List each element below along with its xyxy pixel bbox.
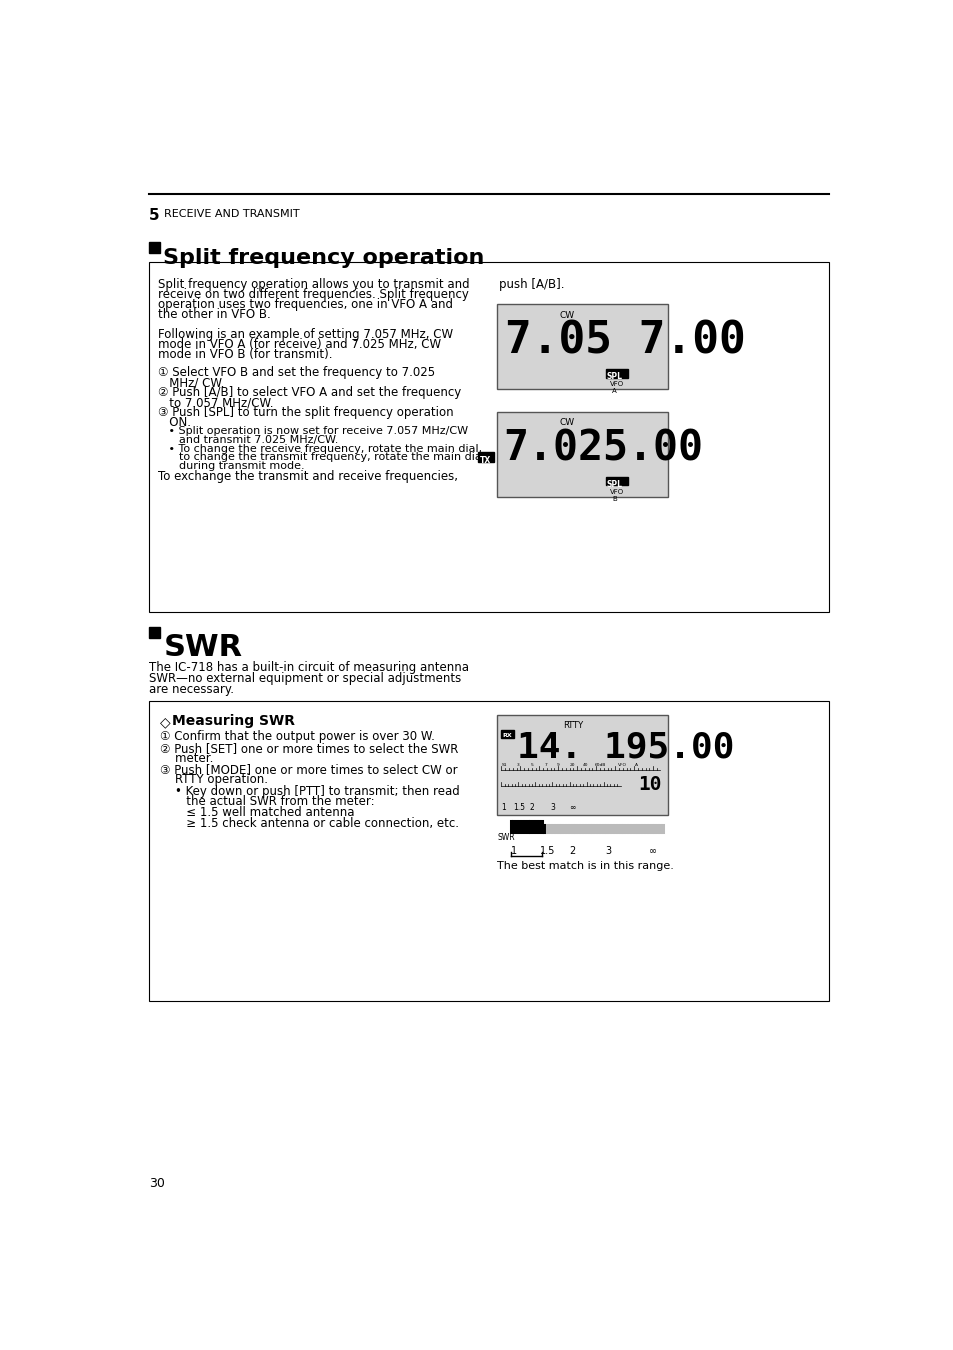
FancyBboxPatch shape [149,628,159,637]
Text: Split frequency operation: Split frequency operation [163,248,484,269]
Text: 1: 1 [510,845,517,856]
Text: and transmit 7.025 MHz/CW.: and transmit 7.025 MHz/CW. [158,435,338,444]
FancyBboxPatch shape [497,412,667,497]
Text: 5: 5 [530,763,533,767]
FancyBboxPatch shape [605,369,627,378]
FancyBboxPatch shape [497,716,667,815]
Text: 7.025.00: 7.025.00 [503,428,703,470]
Text: the other in VFO B.: the other in VFO B. [158,308,271,320]
Text: to 7.057 MHz/CW.: to 7.057 MHz/CW. [158,396,274,409]
Text: 14. 195.00: 14. 195.00 [517,730,734,764]
FancyBboxPatch shape [149,701,828,1002]
FancyBboxPatch shape [497,305,667,389]
Text: • Key down or push [PTT] to transmit; then read: • Key down or push [PTT] to transmit; th… [159,784,458,798]
Text: VFO: VFO [609,382,623,387]
Text: S1: S1 [500,763,506,767]
Text: VFO: VFO [609,489,623,495]
Text: ② Push [SET] one or more times to select the SWR: ② Push [SET] one or more times to select… [159,741,457,755]
FancyBboxPatch shape [605,477,627,486]
Text: 3: 3 [604,845,611,856]
Text: 1.5: 1.5 [513,803,524,813]
Text: SPL: SPL [606,481,622,489]
Text: 60dB: 60dB [594,763,605,767]
Text: 1.5: 1.5 [539,845,555,856]
Text: Split frequency operation allows you to transmit and: Split frequency operation allows you to … [158,278,469,290]
Text: ③ Push [SPL] to turn the split frequency operation: ③ Push [SPL] to turn the split frequency… [158,406,453,418]
Text: ≤ 1.5 well matched antenna: ≤ 1.5 well matched antenna [159,806,354,819]
Text: SWR: SWR [497,833,515,842]
FancyBboxPatch shape [500,730,513,738]
Text: A: A [634,763,637,767]
Text: push [A/B].: push [A/B]. [498,278,564,290]
Text: 7: 7 [544,763,547,767]
Text: Measuring SWR: Measuring SWR [172,714,294,728]
Text: 3: 3 [550,803,555,813]
Text: A: A [612,389,617,394]
Text: receive on two different frequencies. Split frequency: receive on two different frequencies. Sp… [158,288,468,301]
Text: B: B [612,497,617,502]
Text: SWR—no external equipment or special adjustments: SWR—no external equipment or special adj… [149,672,460,684]
Text: 3: 3 [517,763,519,767]
Text: The best match is in this range.: The best match is in this range. [497,861,674,871]
Text: • To change the receive frequency, rotate the main dial,: • To change the receive frequency, rotat… [158,444,481,454]
FancyBboxPatch shape [149,242,159,252]
Text: TX: TX [479,456,491,466]
Text: SWR: SWR [163,633,242,663]
Text: RTTY operation.: RTTY operation. [159,774,267,787]
FancyBboxPatch shape [477,452,493,462]
Text: are necessary.: are necessary. [149,683,233,695]
Text: CW: CW [558,310,574,320]
Text: ① Confirm that the output power is over 30 W.: ① Confirm that the output power is over … [159,730,434,744]
Text: during transmit mode.: during transmit mode. [158,460,304,471]
Text: 40: 40 [582,763,588,767]
Text: • Split operation is now set for receive 7.057 MHz/CW: • Split operation is now set for receive… [158,427,468,436]
Text: ∞: ∞ [568,803,575,813]
Text: MHz/ CW.: MHz/ CW. [158,377,224,389]
Text: 5: 5 [149,208,159,223]
Text: 9: 9 [557,763,559,767]
Text: mode in VFO A (for receive) and 7.025 MHz, CW: mode in VFO A (for receive) and 7.025 MH… [158,338,440,351]
Text: RTTY: RTTY [562,721,583,730]
FancyBboxPatch shape [149,262,828,613]
Text: 2: 2 [530,803,535,813]
Text: the actual SWR from the meter:: the actual SWR from the meter: [159,795,374,807]
Text: 7.05 7.00: 7.05 7.00 [505,320,745,363]
Text: 30: 30 [149,1177,165,1189]
Text: VFO: VFO [617,763,626,767]
Text: 10: 10 [638,775,661,794]
Text: 2: 2 [569,845,576,856]
Text: mode in VFO B (for transmit).: mode in VFO B (for transmit). [158,347,333,360]
Text: To exchange the transmit and receive frequencies,: To exchange the transmit and receive fre… [158,470,457,483]
Text: 20: 20 [569,763,575,767]
Text: 1: 1 [500,803,505,813]
Text: Following is an example of setting 7.057 MHz, CW: Following is an example of setting 7.057… [158,328,453,340]
Text: CW: CW [558,418,574,428]
Text: ◇: ◇ [159,716,170,729]
Text: to change the transmit frequency, rotate the main dial: to change the transmit frequency, rotate… [158,452,484,462]
Text: ∞: ∞ [648,845,656,856]
Text: ≥ 1.5 check antenna or cable connection, etc.: ≥ 1.5 check antenna or cable connection,… [159,817,458,829]
Text: ③ Push [MODE] one or more times to select CW or: ③ Push [MODE] one or more times to selec… [159,763,456,776]
Text: ① Select VFO B and set the frequency to 7.025: ① Select VFO B and set the frequency to … [158,366,435,379]
Text: RX: RX [501,733,512,738]
Text: ② Push [A/B] to select VFO A and set the frequency: ② Push [A/B] to select VFO A and set the… [158,386,460,400]
Text: ON.: ON. [158,416,191,429]
Text: meter.: meter. [159,752,213,765]
Text: The IC-718 has a built-in circuit of measuring antenna: The IC-718 has a built-in circuit of mea… [149,662,468,674]
Text: RECEIVE AND TRANSMIT: RECEIVE AND TRANSMIT [164,209,299,219]
Text: operation uses two frequencies, one in VFO A and: operation uses two frequencies, one in V… [158,297,453,310]
Text: SPL: SPL [606,373,622,381]
